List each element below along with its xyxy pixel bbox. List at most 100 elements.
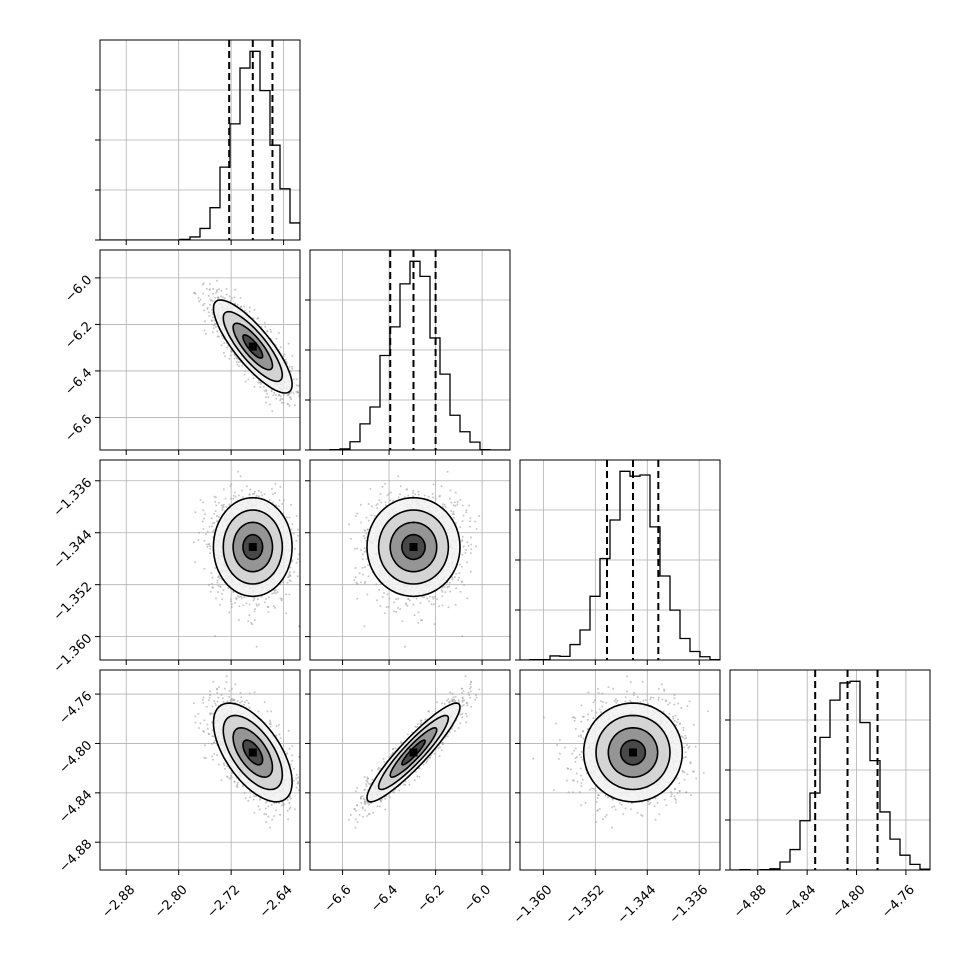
sample-point — [414, 493, 417, 496]
sample-point — [451, 576, 454, 579]
sample-point — [205, 705, 208, 708]
sample-point — [399, 485, 402, 488]
sample-point — [217, 584, 220, 587]
sample-point — [461, 635, 464, 638]
sample-point — [285, 360, 288, 363]
sample-point — [244, 701, 246, 704]
sample-point — [287, 342, 290, 345]
sample-point — [263, 493, 266, 496]
sample-point — [419, 602, 422, 604]
sample-point — [229, 774, 232, 777]
sample-point — [213, 324, 216, 327]
sample-point — [285, 612, 288, 615]
sample-point — [271, 592, 274, 595]
sample-point — [285, 516, 288, 519]
sample-point — [296, 575, 299, 578]
sample-point — [441, 604, 444, 607]
sample-point — [282, 401, 285, 404]
sample-point — [194, 561, 197, 564]
sample-point — [401, 620, 404, 623]
sample-point — [225, 506, 228, 508]
density-peak — [248, 543, 257, 552]
sample-point — [463, 584, 466, 586]
sample-point — [202, 304, 205, 307]
sample-point — [367, 575, 370, 578]
sample-point — [292, 767, 295, 770]
y-tick-label: −6.0 — [62, 273, 95, 306]
sample-point — [367, 503, 370, 505]
sample-point — [251, 492, 254, 495]
sample-point — [229, 300, 232, 303]
sample-point — [222, 589, 225, 592]
sample-point — [221, 598, 224, 601]
y-tick-label: −1.352 — [51, 579, 96, 624]
sample-point — [210, 517, 213, 520]
sample-point — [199, 499, 202, 501]
sample-point — [417, 611, 420, 614]
sample-point — [203, 539, 206, 542]
sample-point — [354, 515, 357, 518]
sample-point — [253, 619, 256, 622]
sample-point — [383, 592, 386, 594]
sample-point — [238, 365, 241, 368]
sample-point — [233, 491, 236, 494]
sample-point — [270, 330, 273, 333]
sample-point — [197, 296, 200, 299]
sample-point — [297, 528, 299, 531]
sample-point — [267, 596, 270, 599]
sample-point — [211, 308, 213, 311]
histogram-step — [310, 260, 510, 450]
sample-point — [214, 635, 217, 638]
sample-point — [306, 373, 308, 375]
sample-point — [348, 523, 350, 526]
sample-point — [208, 542, 211, 545]
sample-point — [450, 510, 453, 513]
sample-point — [397, 597, 400, 600]
sample-point — [301, 542, 303, 544]
sample-point — [358, 572, 361, 575]
sample-point — [301, 389, 303, 391]
sample-point — [279, 395, 282, 398]
sample-point — [474, 520, 477, 523]
sample-point — [397, 606, 399, 609]
sample-point — [434, 596, 437, 598]
sample-point — [356, 597, 359, 600]
sample-point — [365, 532, 368, 535]
sample-point — [452, 504, 455, 507]
sample-point — [251, 623, 254, 626]
sample-point — [361, 553, 364, 556]
y-tick-label: −1.360 — [51, 631, 96, 676]
sample-point — [228, 689, 231, 692]
sample-point — [257, 603, 260, 606]
sample-point — [255, 494, 258, 497]
y-tick-label: −1.336 — [51, 475, 96, 520]
sample-point — [241, 489, 243, 492]
sample-point — [236, 595, 239, 598]
sample-point — [316, 515, 318, 517]
sample-point — [207, 294, 210, 297]
sample-point — [222, 337, 224, 340]
y-tick-label: −6.4 — [62, 366, 95, 399]
sample-point — [421, 595, 424, 598]
sample-point — [353, 547, 356, 550]
sample-point — [202, 528, 205, 530]
sample-point — [354, 576, 357, 579]
y-tick-label: −1.344 — [51, 527, 96, 572]
sample-point — [241, 364, 244, 367]
sample-point — [217, 576, 220, 579]
sample-point — [379, 493, 382, 496]
sample-point — [457, 579, 460, 582]
sample-point — [465, 561, 468, 564]
sample-point — [257, 381, 260, 384]
sample-point — [201, 698, 204, 701]
sample-point — [297, 384, 300, 387]
sample-point — [214, 326, 217, 328]
histogram-panel-1 — [305, 249, 511, 455]
sample-point — [255, 795, 257, 798]
sample-point — [461, 553, 464, 556]
sample-point — [232, 494, 235, 497]
sample-point — [212, 288, 215, 290]
sample-point — [244, 309, 246, 312]
sample-point — [274, 592, 277, 595]
sample-point — [393, 601, 396, 604]
